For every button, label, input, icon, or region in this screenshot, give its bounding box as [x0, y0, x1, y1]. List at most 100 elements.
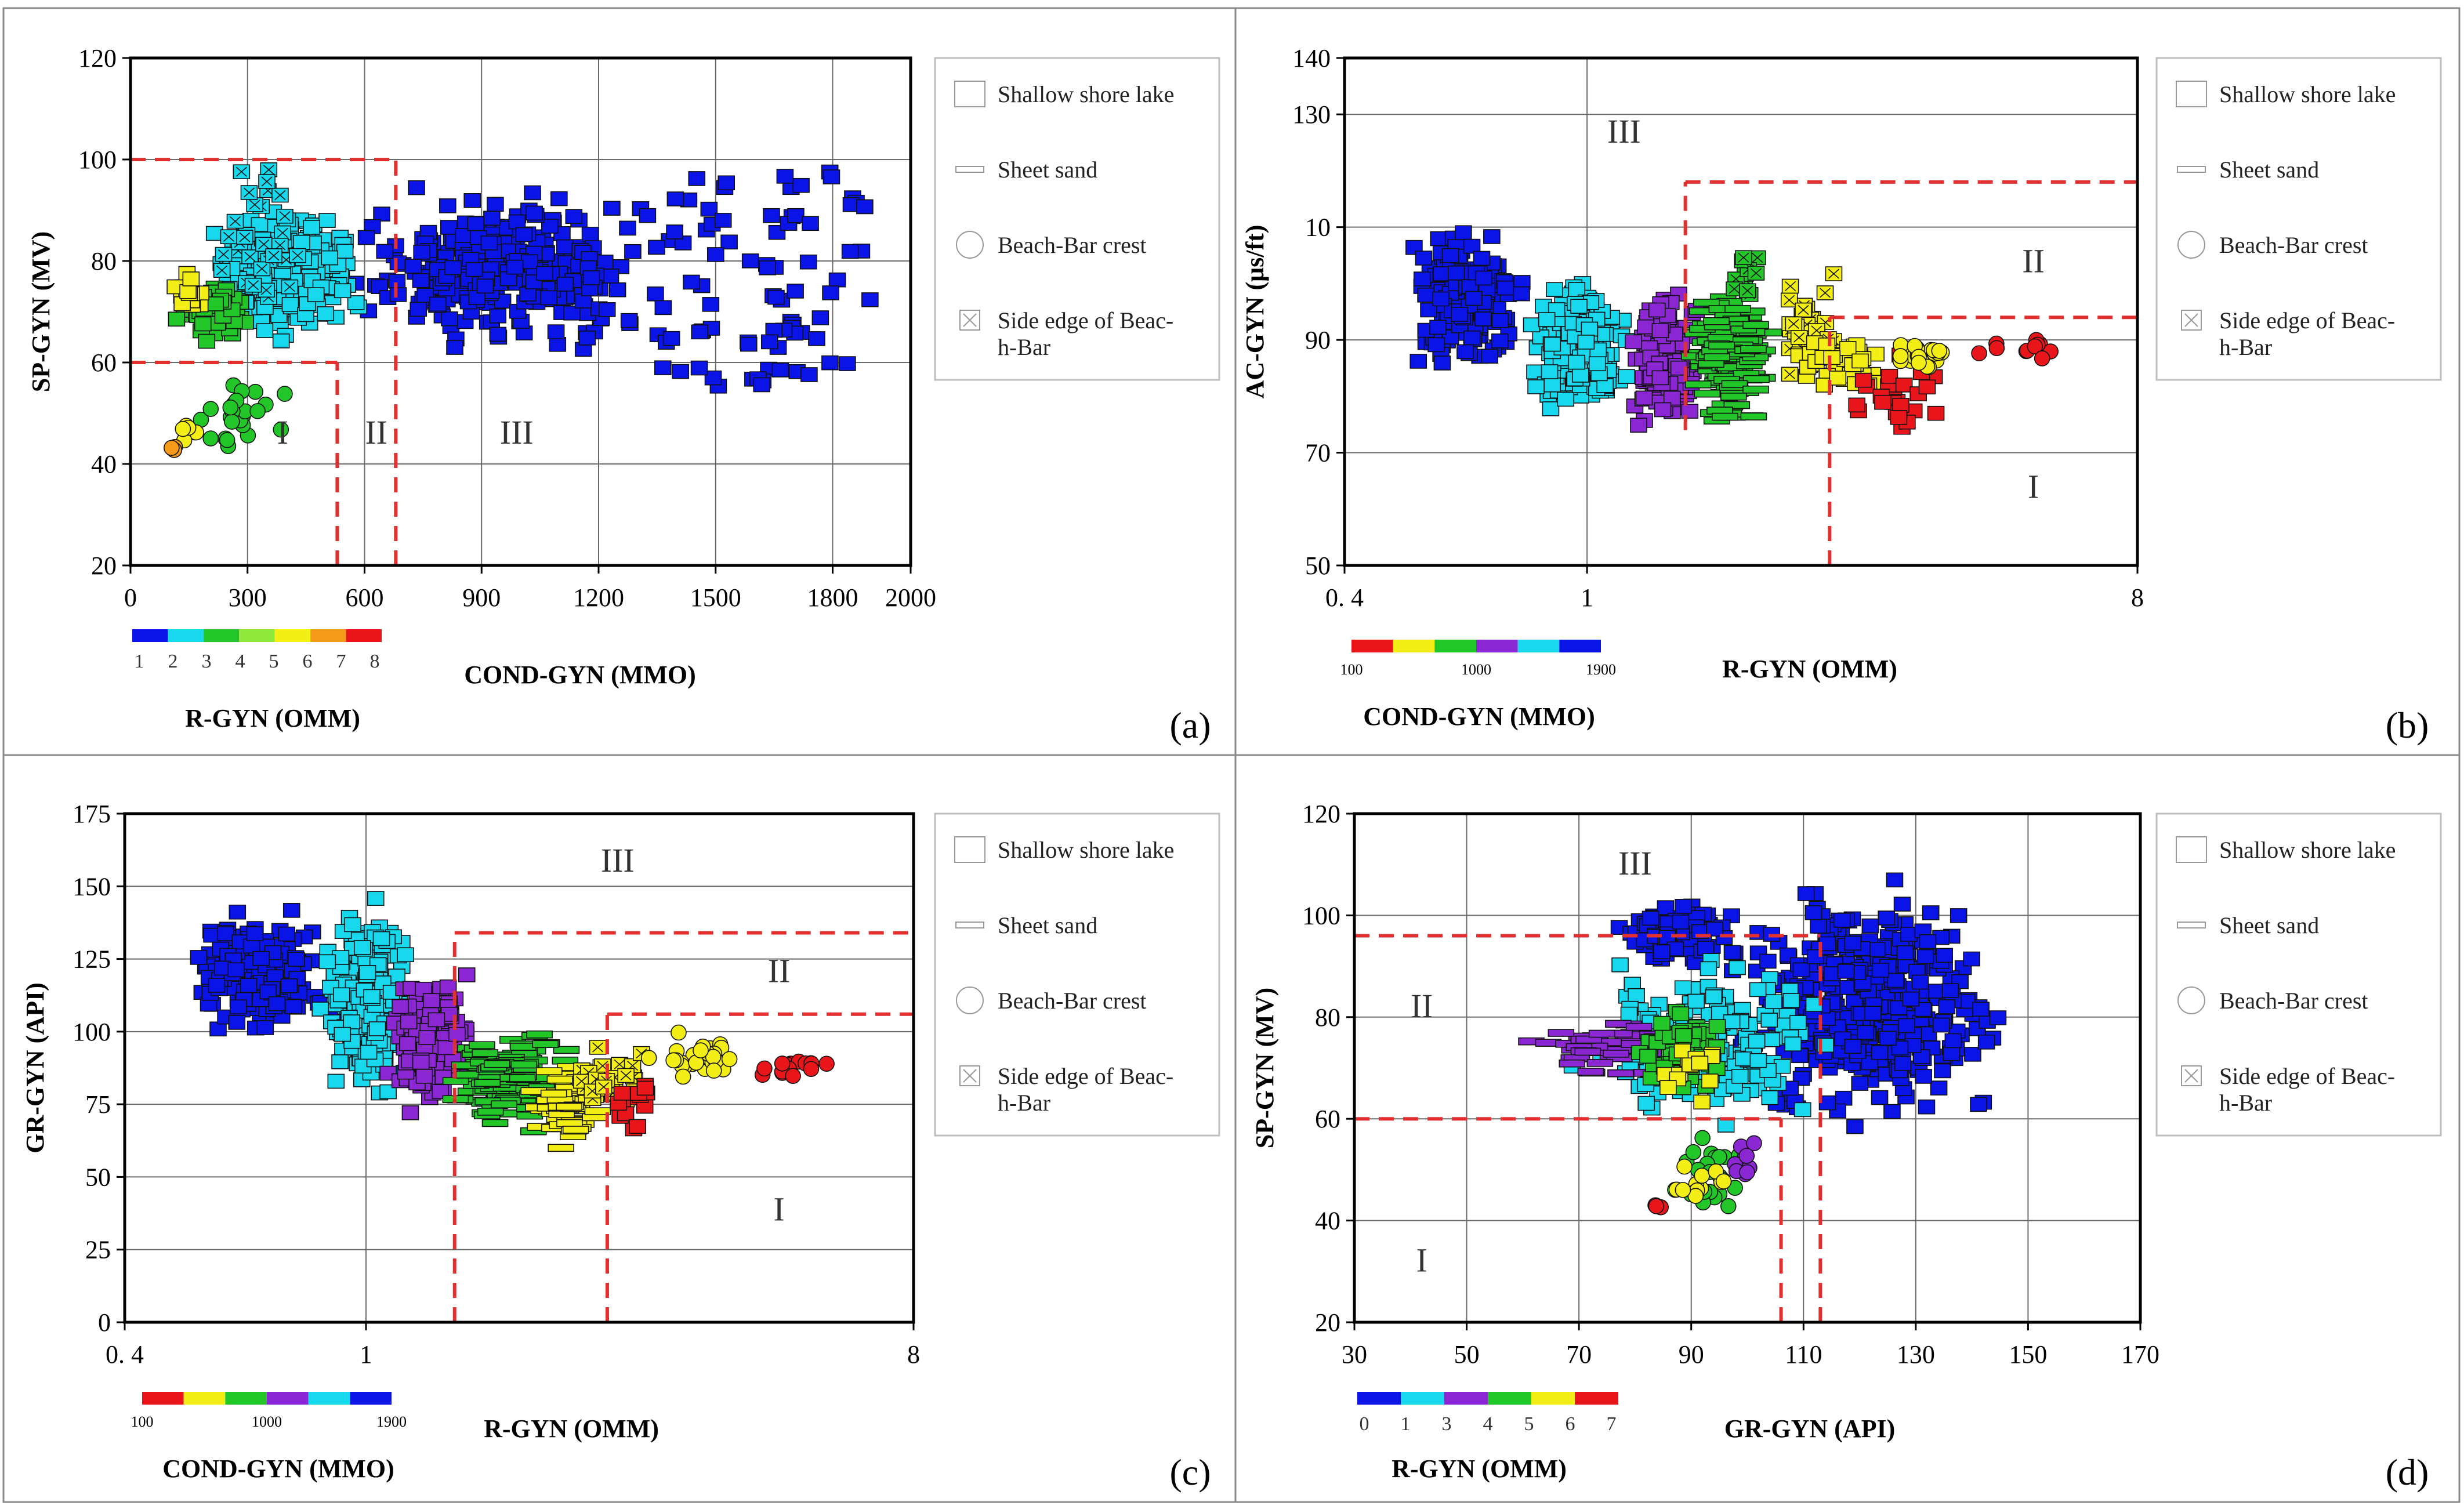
data-point-square — [619, 220, 636, 236]
data-point-square — [654, 300, 672, 315]
x-tick-label: 900 — [462, 583, 501, 612]
data-point-bar — [540, 1089, 567, 1098]
x-axis-title: COND-GYN (MMO) — [464, 661, 696, 689]
data-point-square — [412, 273, 430, 288]
data-point-square — [691, 324, 709, 340]
data-point-bar — [1607, 1069, 1634, 1078]
data-point-square — [1934, 1063, 1951, 1079]
data-point-bar — [1684, 380, 1712, 389]
zone-label: II — [365, 413, 387, 451]
data-point-bar — [1743, 375, 1770, 383]
colorbar-label: 6 — [303, 651, 313, 672]
data-point-bar — [535, 1067, 563, 1075]
data-point-square — [208, 978, 226, 993]
data-point-square — [596, 255, 614, 270]
data-point-square — [1542, 401, 1560, 416]
data-point-square — [666, 224, 683, 240]
x-tick-label: 1200 — [573, 583, 624, 612]
data-point-circle — [693, 1042, 709, 1059]
y-axis-title: GR-GYN (API) — [21, 982, 49, 1153]
y-tick-label: 10 — [1305, 213, 1331, 242]
data-point-square — [357, 230, 375, 245]
colorbar-label: 4 — [1483, 1413, 1493, 1435]
data-point-square — [1898, 1018, 1915, 1033]
data-point-x-mark — [1828, 269, 1839, 279]
x-tick-label: 150 — [2009, 1340, 2047, 1369]
data-point-bar — [1588, 1029, 1615, 1038]
data-point-square — [767, 289, 785, 305]
data-point-square — [1654, 402, 1672, 418]
legend-square-symbol — [954, 81, 985, 107]
data-point-square — [521, 254, 538, 270]
data-point-x-mark — [260, 285, 272, 295]
colorbar-segment — [274, 629, 311, 642]
data-point-square — [1659, 1080, 1677, 1096]
data-point-square — [1936, 948, 1953, 963]
data-point-square — [182, 271, 200, 286]
colorbar-segment — [142, 1392, 184, 1405]
data-point-x-mark — [216, 265, 228, 275]
legend-box — [934, 57, 1220, 381]
data-point-square — [1451, 307, 1468, 322]
data-point-square — [792, 177, 810, 193]
zone-label: III — [1607, 113, 1641, 150]
data-point-square — [256, 1020, 274, 1035]
data-point-square — [480, 235, 498, 251]
data-point-square — [1572, 368, 1589, 383]
data-point-square — [1880, 368, 1898, 384]
data-point-bar — [1703, 317, 1730, 325]
data-point-square — [1657, 900, 1675, 915]
data-point-square-x — [226, 213, 244, 229]
data-point-square — [1818, 338, 1836, 353]
legend-square-symbol — [2176, 81, 2207, 107]
data-point-circle — [1911, 354, 1927, 371]
colorbar-segment — [1351, 640, 1393, 652]
data-point-bar — [509, 1074, 536, 1082]
data-point-square — [1764, 994, 1782, 1009]
data-point-square — [206, 296, 224, 311]
data-point-bar — [532, 1040, 559, 1049]
data-point-square — [410, 302, 427, 317]
data-point-square — [1916, 949, 1934, 964]
y-tick-label: 20 — [1315, 1308, 1340, 1337]
x-tick-label: 0. 4 — [1325, 583, 1364, 612]
colorbar-segment — [1357, 1392, 1401, 1405]
data-point-square — [1926, 984, 1944, 999]
legend-label: Sheet sand — [998, 157, 1097, 183]
data-point-circle — [1715, 1173, 1732, 1189]
data-point-square — [1653, 1015, 1671, 1031]
data-point-square — [1568, 282, 1586, 297]
x-tick-label: 300 — [229, 583, 267, 612]
colorbar-label: 100 — [1340, 661, 1363, 678]
data-point-square — [718, 175, 735, 191]
data-point-square — [1413, 271, 1431, 286]
x-tick-label: 1800 — [807, 583, 858, 612]
data-point-bar — [1548, 1029, 1575, 1037]
data-point-square — [321, 250, 338, 266]
legend-label: Side edge of Beac- — [2219, 1063, 2395, 1089]
data-point-square — [821, 355, 839, 371]
data-point-square — [205, 226, 223, 241]
colorbar-segment — [1393, 640, 1435, 652]
data-point-square — [536, 266, 553, 281]
data-point-square — [1496, 280, 1514, 296]
panel-label: (b) — [2386, 705, 2429, 746]
data-point-square — [547, 324, 565, 339]
data-point-bar — [481, 1119, 509, 1127]
data-point-x-mark — [261, 176, 273, 187]
data-point-square — [318, 954, 336, 970]
data-point-square — [800, 367, 818, 382]
data-point-square — [1527, 379, 1545, 394]
data-point-square — [1970, 1097, 1987, 1112]
data-point-bar — [1740, 412, 1767, 420]
data-point-square — [1851, 1076, 1869, 1091]
data-point-square — [1895, 378, 1913, 393]
data-point-square — [1918, 1099, 1936, 1115]
legend-label: Sheet sand — [2219, 912, 2319, 938]
data-point-square — [787, 208, 805, 223]
x-tick-label: 8 — [907, 1340, 920, 1369]
data-point-square — [1922, 905, 1940, 920]
data-point-square — [367, 891, 385, 906]
data-point-square — [404, 259, 422, 274]
